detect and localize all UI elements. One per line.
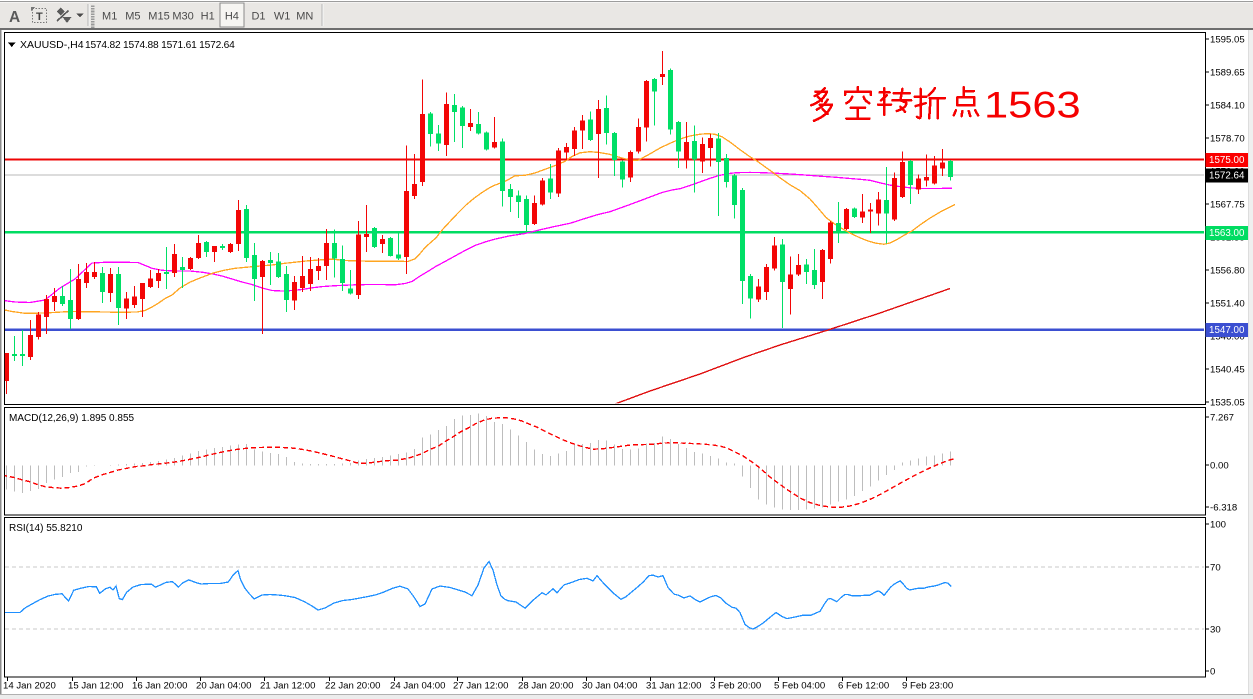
svg-text:14 Jan 2020: 14 Jan 2020 [3, 681, 56, 692]
svg-text:1563.00: 1563.00 [1209, 228, 1245, 239]
svg-text:T: T [36, 11, 43, 23]
svg-text:7.267: 7.267 [1210, 413, 1234, 424]
svg-text:H4: H4 [225, 11, 239, 23]
svg-text:1574.82 1574.88 1571.61 1572.6: 1574.82 1574.88 1571.61 1572.64 [85, 40, 235, 51]
svg-text:1563: 1563 [984, 84, 1081, 126]
svg-text:1595.05: 1595.05 [1210, 35, 1245, 46]
svg-text:5 Feb 04:00: 5 Feb 04:00 [774, 681, 825, 692]
svg-text:RSI(14) 55.8210: RSI(14) 55.8210 [9, 523, 83, 534]
svg-text:1578.70: 1578.70 [1210, 134, 1245, 145]
svg-text:A: A [9, 9, 20, 26]
svg-text:31 Jan 12:00: 31 Jan 12:00 [646, 681, 701, 692]
svg-text:30: 30 [1210, 625, 1221, 636]
svg-text:1540.45: 1540.45 [1210, 365, 1245, 376]
svg-text:16 Jan 20:00: 16 Jan 20:00 [132, 681, 187, 692]
svg-text:H1: H1 [201, 11, 215, 23]
svg-text:1556.80: 1556.80 [1210, 266, 1245, 277]
svg-text:1535.05: 1535.05 [1210, 398, 1245, 409]
svg-text:28 Jan 20:00: 28 Jan 20:00 [518, 681, 573, 692]
svg-text:M15: M15 [148, 11, 169, 23]
svg-text:XAUUSD-,H4: XAUUSD-,H4 [20, 39, 84, 51]
svg-text:MACD(12,26,9) 1.895 0.855: MACD(12,26,9) 1.895 0.855 [9, 413, 135, 424]
svg-text:9 Feb 23:00: 9 Feb 23:00 [902, 681, 953, 692]
svg-text:22 Jan 20:00: 22 Jan 20:00 [325, 681, 380, 692]
svg-text:1584.10: 1584.10 [1210, 101, 1245, 112]
svg-text:70: 70 [1210, 563, 1221, 574]
svg-text:M1: M1 [102, 11, 117, 23]
svg-text:W1: W1 [274, 11, 291, 23]
svg-text:MN: MN [296, 11, 313, 23]
svg-text:1551.40: 1551.40 [1210, 299, 1245, 310]
svg-text:1575.00: 1575.00 [1209, 155, 1245, 166]
svg-text:1547.00: 1547.00 [1209, 325, 1245, 336]
svg-text:0: 0 [1210, 667, 1215, 678]
svg-text:M30: M30 [172, 11, 193, 23]
svg-text:24 Jan 04:00: 24 Jan 04:00 [390, 681, 445, 692]
svg-text:-6.318: -6.318 [1210, 503, 1237, 514]
svg-text:0.00: 0.00 [1210, 461, 1229, 472]
svg-text:20 Jan 04:00: 20 Jan 04:00 [196, 681, 251, 692]
svg-text:6 Feb 12:00: 6 Feb 12:00 [838, 681, 889, 692]
svg-text:1567.75: 1567.75 [1210, 200, 1245, 211]
svg-text:1572.64: 1572.64 [1209, 171, 1245, 182]
svg-text:M5: M5 [125, 11, 140, 23]
svg-text:1589.65: 1589.65 [1210, 68, 1245, 79]
svg-text:27 Jan 12:00: 27 Jan 12:00 [453, 681, 508, 692]
svg-text:30 Jan 04:00: 30 Jan 04:00 [582, 681, 637, 692]
svg-text:3 Feb 20:00: 3 Feb 20:00 [710, 681, 761, 692]
svg-text:D1: D1 [251, 11, 265, 23]
svg-text:21 Jan 12:00: 21 Jan 12:00 [260, 681, 315, 692]
svg-text:100: 100 [1210, 520, 1226, 531]
svg-text:15 Jan 12:00: 15 Jan 12:00 [68, 681, 123, 692]
